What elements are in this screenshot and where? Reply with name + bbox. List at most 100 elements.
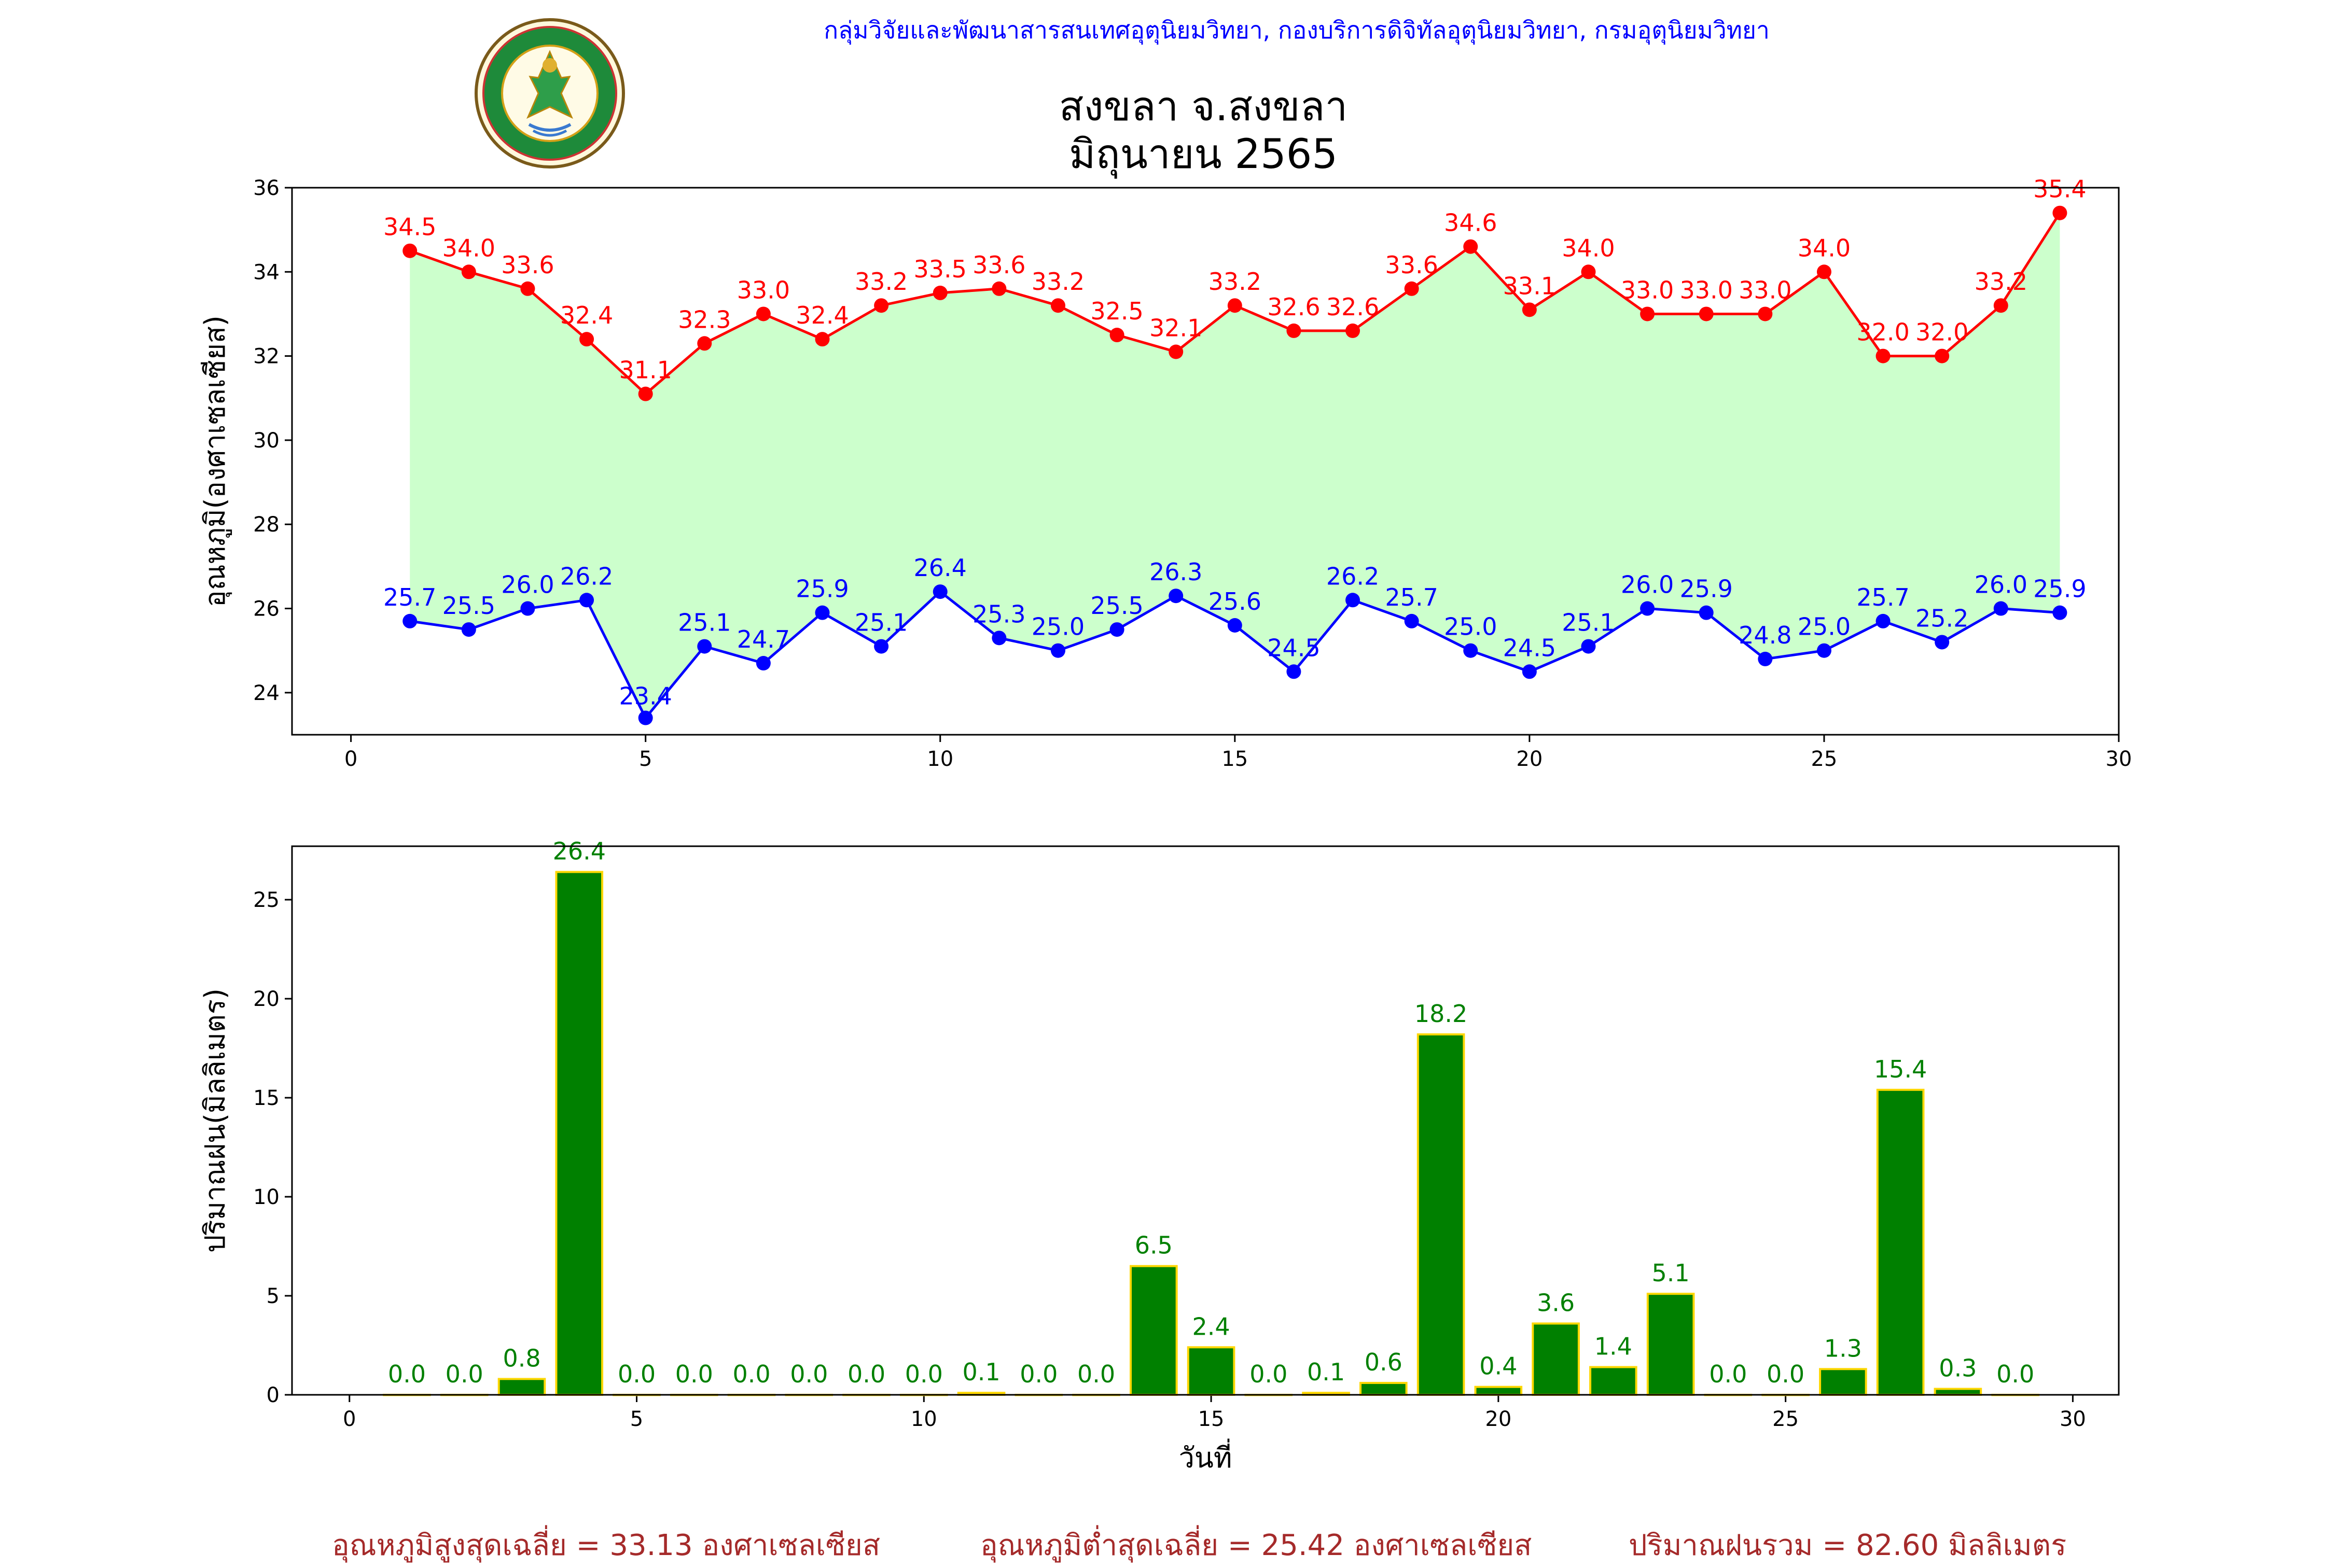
x-tick-label: 10 bbox=[911, 1407, 937, 1431]
rain-bar bbox=[497, 1378, 546, 1396]
min-temp-data-label: 25.5 bbox=[442, 592, 495, 620]
y-axis-label: อุณหภูมิ(องศาเซลเซียส) bbox=[199, 315, 232, 607]
min-temp-point bbox=[933, 584, 948, 599]
rain-data-label: 0.0 bbox=[1077, 1360, 1115, 1388]
y-tick-label: 5 bbox=[267, 1284, 280, 1308]
rain-data-label: 15.4 bbox=[1874, 1055, 1927, 1083]
max-temp-data-label: 33.2 bbox=[1032, 268, 1085, 296]
max-temp-data-label: 32.4 bbox=[560, 301, 613, 329]
x-tick-label: 20 bbox=[1485, 1407, 1511, 1431]
min-temp-data-label: 25.6 bbox=[1208, 587, 1261, 615]
min-temp-point bbox=[1522, 664, 1537, 679]
min-temp-data-label: 23.4 bbox=[619, 682, 672, 710]
min-temp-point bbox=[697, 639, 712, 654]
min-temp-data-label: 25.0 bbox=[1444, 613, 1497, 641]
min-temp-point bbox=[874, 639, 889, 654]
min-temp-point bbox=[1404, 613, 1419, 628]
rain-data-label: 1.3 bbox=[1824, 1334, 1862, 1362]
max-temp-data-label: 35.4 bbox=[2033, 175, 2086, 203]
max-temp-data-label: 34.6 bbox=[1444, 209, 1497, 237]
y-tick-label: 24 bbox=[253, 681, 280, 705]
max-temp-data-label: 33.0 bbox=[1621, 276, 1674, 304]
rain-data-label: 0.6 bbox=[1365, 1348, 1402, 1376]
min-temp-data-label: 25.2 bbox=[1915, 604, 1968, 632]
min-temp-data-label: 25.7 bbox=[1385, 583, 1438, 611]
rain-bar bbox=[1187, 1346, 1235, 1396]
min-temp-data-label: 26.3 bbox=[1149, 558, 1202, 586]
max-temp-data-label: 33.2 bbox=[1975, 268, 2027, 296]
min-temp-point bbox=[1816, 643, 1831, 658]
max-temp-data-label: 33.2 bbox=[1208, 268, 1261, 296]
min-temp-data-label: 24.5 bbox=[1267, 634, 1320, 662]
rain-data-label: 0.1 bbox=[1307, 1358, 1345, 1386]
chart-title-line2: มิถุนายน 2565 bbox=[1068, 131, 1338, 178]
x-tick-label: 30 bbox=[2060, 1407, 2086, 1431]
min-temp-average: อุณหภูมิต่ำสุดเฉลี่ย = 25.42 องศาเซลเซีย… bbox=[980, 1529, 1532, 1562]
max-temp-data-label: 34.5 bbox=[383, 213, 436, 241]
max-temp-data-label: 34.0 bbox=[442, 234, 495, 262]
min-temp-data-label: 24.5 bbox=[1503, 634, 1556, 662]
max-temp-point bbox=[520, 281, 535, 296]
max-temp-data-label: 32.6 bbox=[1267, 293, 1320, 321]
x-tick-label: 25 bbox=[1811, 747, 1837, 771]
min-temp-data-label: 25.7 bbox=[1856, 583, 1909, 611]
max-temp-point bbox=[1227, 298, 1242, 313]
rain-data-label: 3.6 bbox=[1537, 1289, 1575, 1317]
max-temp-data-label: 32.5 bbox=[1090, 297, 1143, 325]
x-tick-label: 5 bbox=[639, 747, 652, 771]
rain-data-label: 0.0 bbox=[905, 1360, 943, 1388]
min-temp-point bbox=[1993, 601, 2008, 616]
min-temp-point bbox=[1640, 601, 1655, 616]
rain-bar bbox=[1876, 1088, 1925, 1396]
min-temp-data-label: 25.1 bbox=[678, 609, 731, 637]
min-temp-point bbox=[2052, 605, 2067, 620]
y-tick-label: 20 bbox=[253, 987, 280, 1011]
rain-data-label: 6.5 bbox=[1135, 1231, 1173, 1259]
temperature-chart: 0 5 10 15 20 25 30 24 26 28 30 32 34 36 อุณหภูมิ(องศาเ… bbox=[199, 175, 2132, 771]
max-temp-point bbox=[1935, 348, 1950, 363]
min-temp-point bbox=[1875, 613, 1891, 628]
max-temp-data-label: 33.0 bbox=[1739, 276, 1791, 304]
max-temp-data-label: 33.2 bbox=[855, 268, 908, 296]
rain-data-label: 0.0 bbox=[1996, 1360, 2034, 1388]
rain-data-label: 0.0 bbox=[848, 1360, 885, 1388]
rainfall-chart: 0 5 10 15 20 25 30 0 5 10 15 20 25 ปริมาณฝน(มิลลิเมตร… bbox=[199, 837, 2120, 1474]
max-temp-average: อุณหภูมิสูงสุดเฉลี่ย = 33.13 องศาเซลเซีย… bbox=[332, 1529, 881, 1562]
y-tick-label: 34 bbox=[253, 260, 280, 284]
max-temp-data-label: 33.0 bbox=[737, 276, 790, 304]
max-temp-data-label: 33.5 bbox=[914, 255, 967, 283]
rain-data-label: 0.0 bbox=[618, 1360, 656, 1388]
min-temp-point bbox=[1169, 589, 1184, 604]
max-temp-point bbox=[1050, 298, 1065, 313]
y-tick-label: 15 bbox=[253, 1086, 280, 1110]
min-temp-data-label: 25.7 bbox=[383, 583, 436, 611]
rain-data-label: 0.3 bbox=[1939, 1354, 1977, 1382]
min-temp-data-label: 25.9 bbox=[2033, 575, 2086, 603]
y-tick-label: 36 bbox=[253, 176, 280, 200]
min-temp-point bbox=[1345, 593, 1360, 608]
rain-data-label: 18.2 bbox=[1414, 1000, 1467, 1028]
max-temp-point bbox=[1581, 264, 1596, 279]
max-temp-point bbox=[402, 243, 418, 258]
rain-bar bbox=[1819, 1368, 1867, 1396]
x-tick-label: 5 bbox=[630, 1407, 643, 1431]
min-temp-data-label: 24.7 bbox=[737, 625, 790, 653]
max-temp-data-label: 31.1 bbox=[619, 356, 672, 384]
rain-data-label: 0.0 bbox=[1767, 1360, 1804, 1388]
min-temp-data-label: 25.3 bbox=[973, 600, 1025, 628]
temperature-plot-frame bbox=[291, 187, 2120, 736]
credit-text: กลุ่มวิจัยและพัฒนาสารสนเทศอุตุนิยมวิทยา,… bbox=[824, 16, 1770, 44]
min-temp-data-label: 25.9 bbox=[1679, 575, 1732, 603]
rain-data-label: 0.0 bbox=[1020, 1360, 1058, 1388]
chart-title-line1: สงขลา จ.สงขลา bbox=[1059, 83, 1348, 130]
x-tick-label: 30 bbox=[2106, 747, 2132, 771]
y-tick-label: 26 bbox=[253, 597, 280, 621]
rain-bar bbox=[1359, 1382, 1408, 1396]
max-temp-data-label: 32.1 bbox=[1149, 314, 1202, 342]
rain-data-label: 0.0 bbox=[732, 1360, 770, 1388]
min-temp-data-label: 26.0 bbox=[1621, 571, 1674, 599]
max-temp-point bbox=[1640, 306, 1655, 321]
rain-bar bbox=[1646, 1293, 1695, 1396]
min-temp-data-label: 25.0 bbox=[1032, 613, 1085, 641]
